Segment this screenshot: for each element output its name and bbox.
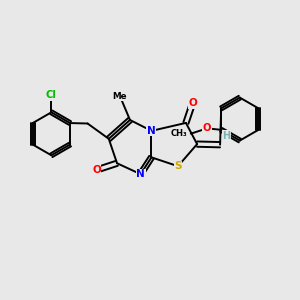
Text: N: N	[136, 169, 145, 179]
Text: O: O	[92, 165, 101, 175]
Text: H: H	[223, 131, 231, 141]
Text: S: S	[174, 161, 182, 171]
Text: N: N	[147, 126, 156, 136]
Text: O: O	[203, 123, 211, 134]
Text: Cl: Cl	[46, 90, 57, 100]
Text: Me: Me	[113, 92, 127, 100]
Text: CH₃: CH₃	[170, 129, 187, 138]
Text: O: O	[188, 98, 197, 108]
